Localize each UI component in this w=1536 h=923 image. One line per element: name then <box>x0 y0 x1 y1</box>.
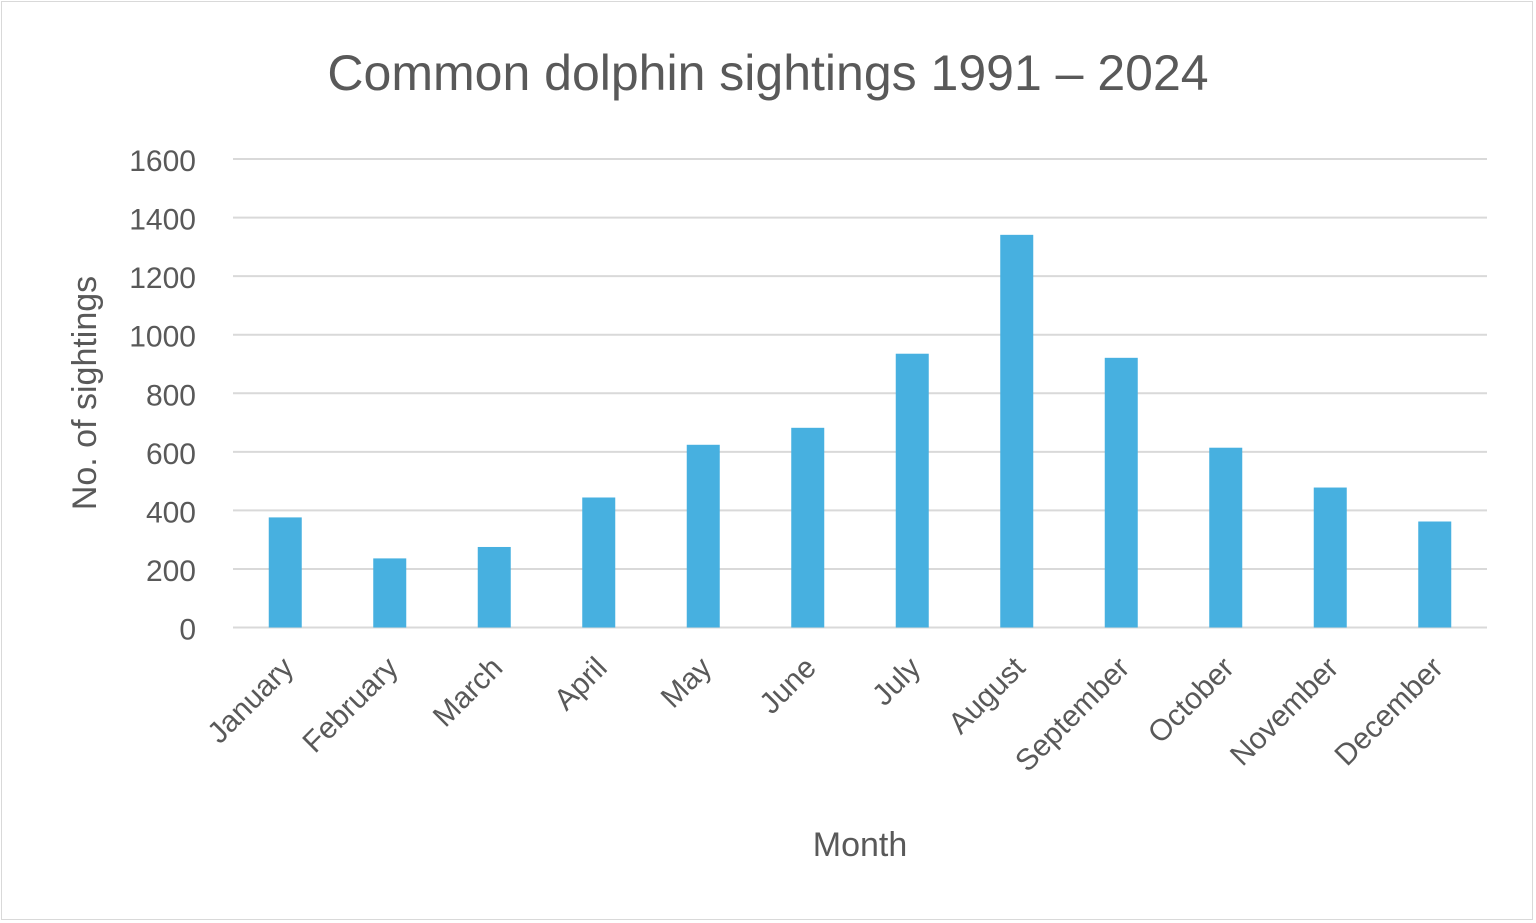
y-tick-label: 800 <box>146 379 196 412</box>
y-tick-label: 600 <box>146 438 196 471</box>
x-tick-label: November <box>1224 651 1345 772</box>
bar-january <box>268 517 302 628</box>
bar-october <box>1209 447 1243 628</box>
bar-september <box>1104 357 1138 628</box>
x-tick-label: October <box>1142 651 1241 750</box>
y-tick-label: 1600 <box>129 145 196 178</box>
chart-title: Common dolphin sightings 1991 – 2024 <box>327 45 1208 101</box>
bar-august <box>1000 234 1034 628</box>
bar-june <box>791 427 825 628</box>
x-tick-label: July <box>866 651 927 712</box>
y-tick-label: 400 <box>146 496 196 529</box>
x-tick-label: June <box>753 651 822 720</box>
bar-july <box>895 353 929 628</box>
bar-may <box>686 444 720 628</box>
x-tick-label: February <box>296 651 404 759</box>
bar-april <box>582 497 616 628</box>
x-tick-label: April <box>548 651 614 717</box>
y-tick-label: 200 <box>146 555 196 588</box>
y-tick-label: 1400 <box>129 204 196 237</box>
y-tick-label: 0 <box>179 614 196 647</box>
y-axis-label: No. of sightings <box>66 276 104 510</box>
x-tick-label: May <box>655 651 718 714</box>
x-tick-label: September <box>1009 651 1136 778</box>
bar-december <box>1418 521 1452 628</box>
x-tick-label: December <box>1329 651 1450 772</box>
y-tick-label: 1000 <box>129 321 196 354</box>
bar-november <box>1313 487 1347 628</box>
bar-february <box>373 558 407 628</box>
bar-march <box>477 546 511 628</box>
x-axis-label: Month <box>813 826 908 864</box>
x-tick-label: January <box>201 651 300 750</box>
y-tick-label: 1200 <box>129 262 196 295</box>
x-tick-label: March <box>427 651 509 733</box>
x-tick-label: August <box>942 651 1032 741</box>
